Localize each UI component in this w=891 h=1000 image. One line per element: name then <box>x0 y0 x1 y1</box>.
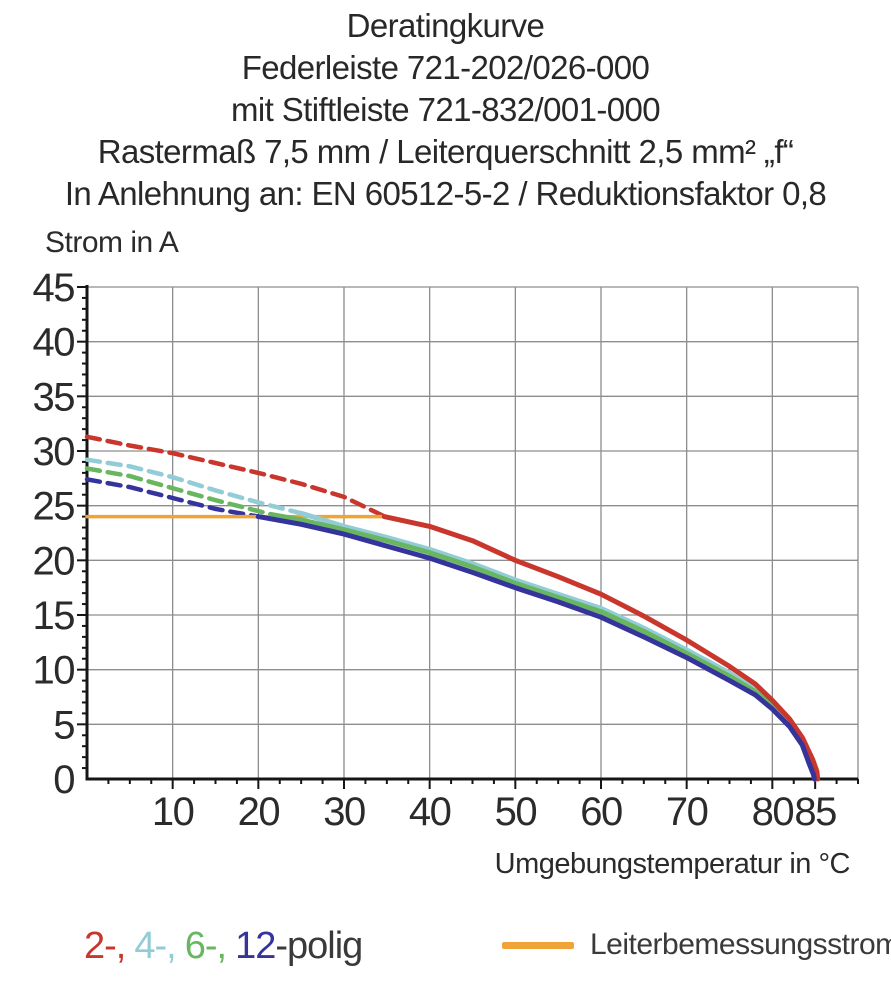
series-2-polig <box>381 514 821 782</box>
svg-text:40: 40 <box>33 321 75 365</box>
svg-text:15: 15 <box>33 594 75 638</box>
svg-text:25: 25 <box>33 485 75 529</box>
svg-text:0: 0 <box>53 758 74 802</box>
chart-title-block: Deratingkurve Federleiste 721-202/026-00… <box>0 5 891 215</box>
title-line-2: Federleiste 721-202/026-000 <box>241 49 650 86</box>
x-axis-label: Umgebungstemperatur in °C <box>494 848 851 880</box>
svg-text:85: 85 <box>794 790 836 834</box>
rated-current-label: Leiterbemessungsstrom <box>590 928 891 961</box>
legend-poles: 2-, 4-, 6-, 12-polig <box>84 925 363 968</box>
svg-text:10: 10 <box>33 649 75 693</box>
gridlines <box>87 286 859 779</box>
legend-pole-suffix: -polig <box>275 925 363 967</box>
series-4-polig-gestrichelt- <box>84 457 304 516</box>
svg-text:60: 60 <box>580 790 622 834</box>
svg-text:50: 50 <box>495 790 537 834</box>
legend-rated-current: Leiterbemessungsstrom <box>502 928 891 962</box>
legend-pole-item: 4-, <box>134 925 176 967</box>
svg-text:40: 40 <box>409 790 451 834</box>
svg-text:5: 5 <box>53 703 74 747</box>
legend-pole-item: 2-, <box>84 925 126 967</box>
rated-current-line-swatch <box>502 941 574 949</box>
tick-labels: 10 20 30 40 50 60 70 80 85 0 5 10 15 20 25 30 35 40 45 <box>33 266 838 834</box>
svg-text:30: 30 <box>33 430 75 474</box>
legend-pole-item: 6-, <box>184 925 227 967</box>
axes <box>85 285 858 781</box>
series-6-polig <box>268 511 818 782</box>
svg-text:35: 35 <box>33 375 75 419</box>
series-6-polig-gestrichelt- <box>84 466 274 517</box>
svg-text:20: 20 <box>238 790 280 834</box>
svg-text:45: 45 <box>33 266 75 310</box>
legend-pole-item: 12 <box>235 925 276 967</box>
series-12-polig-gestrichelt- <box>84 477 261 519</box>
series-4-polig <box>298 510 819 782</box>
title-line-1: Deratingkurve <box>346 7 545 44</box>
svg-text:10: 10 <box>152 790 194 834</box>
series-2-polig-gestrichelt- <box>84 434 385 518</box>
svg-text:80: 80 <box>752 790 794 834</box>
svg-text:70: 70 <box>666 790 708 834</box>
svg-text:30: 30 <box>323 790 365 834</box>
y-axis-label: Strom in A <box>45 226 179 259</box>
title-line-4: Rastermaß 7,5 mm / Leiterquerschnitt 2,5… <box>97 133 794 170</box>
title-line-3: mit Stiftleiste 721-832/001-000 <box>231 91 661 128</box>
series-12-polig <box>255 514 817 782</box>
svg-text:20: 20 <box>33 539 75 583</box>
title-line-5: In Anlehnung an: EN 60512-5-2 / Reduktio… <box>64 175 827 212</box>
